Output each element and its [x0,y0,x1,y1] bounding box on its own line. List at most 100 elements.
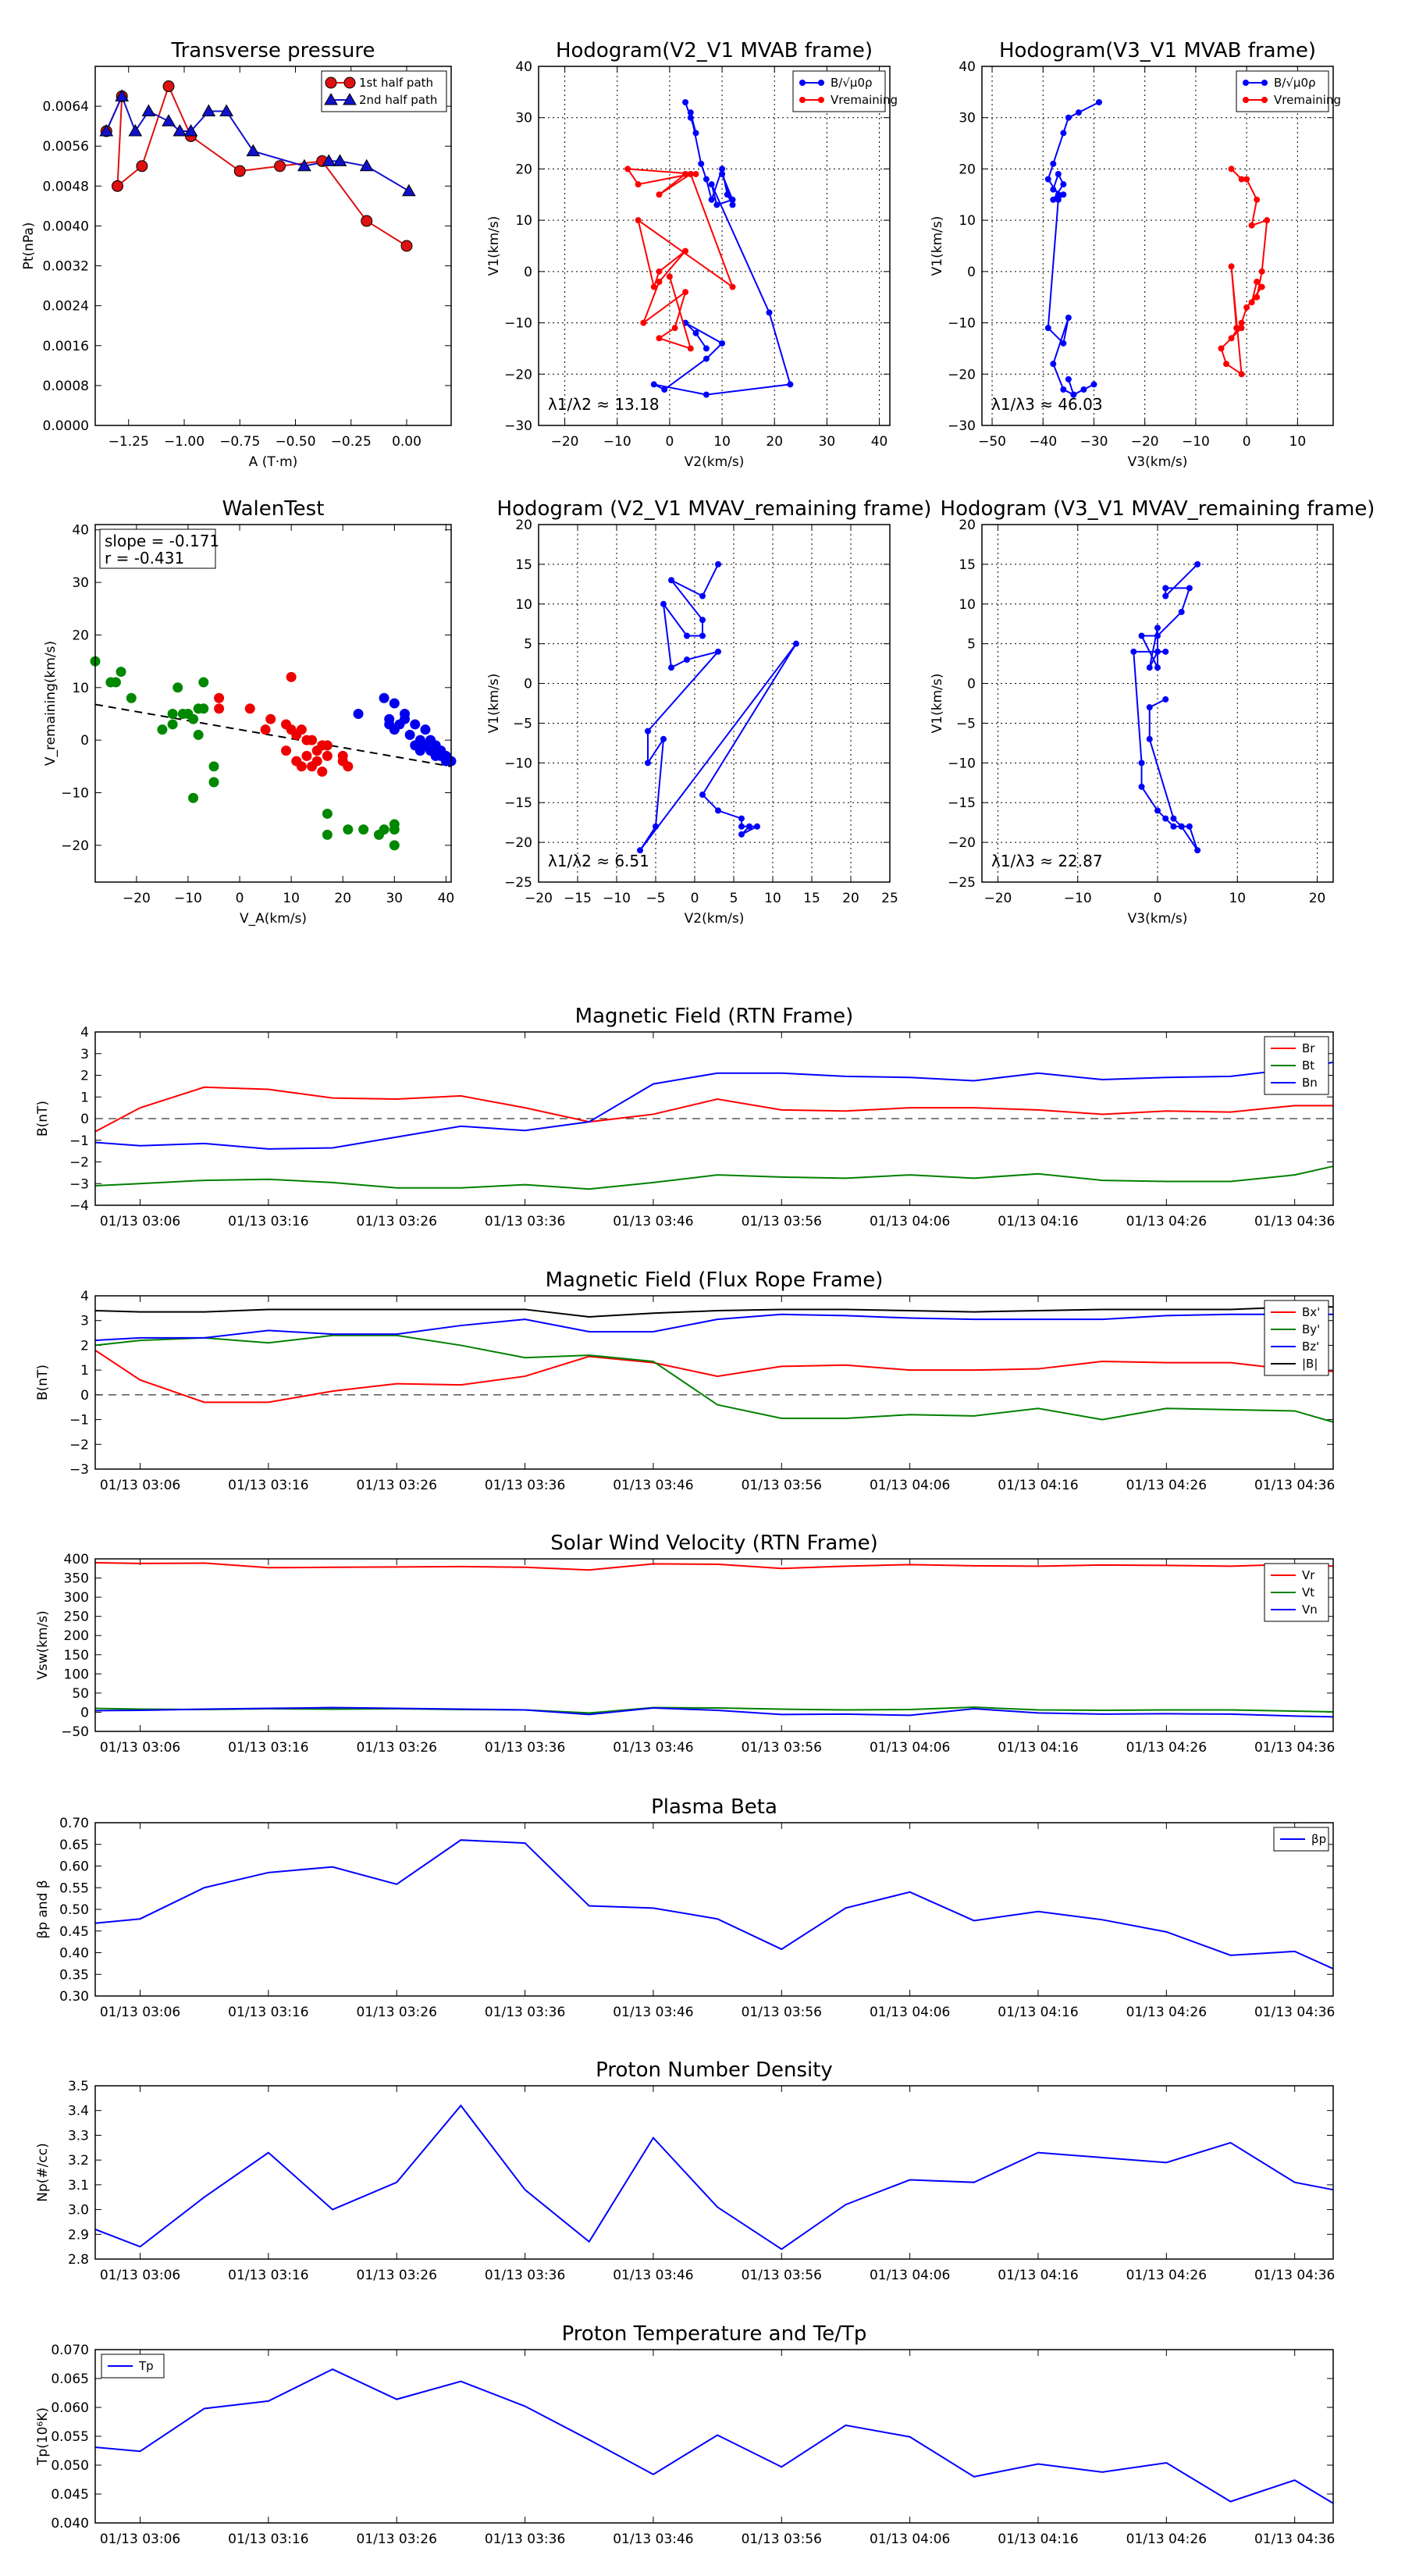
y-tick-label: 0.0008 [43,379,89,394]
data-point [666,273,673,280]
data-point [692,329,699,336]
x-tick-label: 20 [766,434,783,450]
y-tick-label: 0 [967,677,976,692]
x-tick-label: −10 [603,434,631,450]
data-point [1233,325,1240,332]
legend-label: 1st half path [359,76,433,90]
data-point [682,247,689,254]
y-tick-label: −20 [948,835,976,851]
data-point [702,176,710,183]
data-point [738,831,745,838]
x-tick-label: 01/13 03:06 [100,2268,180,2283]
y-tick-label: 30 [72,575,89,591]
y-tick-label: 0.0064 [43,99,89,115]
y-tick-label: 2.8 [68,2252,89,2268]
data-point [766,309,773,316]
data-point [1044,325,1051,332]
chart-title-proton-number-density: Proton Number Density [596,2058,833,2082]
plot-frame [981,66,1334,426]
x-tick-label: 01/13 04:06 [870,1740,950,1756]
data-point [193,729,204,740]
data-point [699,592,706,600]
data-point [244,703,255,714]
x-tick-label: 01/13 03:36 [485,2532,565,2547]
y-tick-label: 5 [524,637,532,653]
data-point [699,632,706,639]
data-point [1162,815,1169,822]
data-point [1065,375,1072,382]
plot-tpt: 01/13 03:06 01/13 03:16 01/13 03:26 01/13 0… [51,2343,1335,2547]
x-tick-label: 01/13 03:06 [100,2005,180,2020]
data-point [110,677,121,688]
x-tick-label: −20 [551,434,579,450]
legend-label: Bt [1302,1059,1314,1073]
data-point [311,756,322,767]
plot-tp: −1.25 −1.00 −0.75 −0.50 −0.25 0.00 0.0000 0.000… [43,66,452,450]
data-point [702,345,710,352]
data-point [682,289,689,296]
x-tick-label: 01/13 04:06 [870,2268,950,2283]
x-tick-label: 01/13 04:06 [870,2532,950,2547]
y-tick-label: 0 [80,733,89,749]
x-tick-label: 25 [881,891,898,906]
y-tick-label: 5 [967,637,976,653]
plot-frame [94,1031,1334,1206]
x-tick-label: 01/13 03:16 [228,2005,308,2020]
x-tick-label: 01/13 03:26 [357,1740,437,1756]
y-tick-label: 15 [959,557,976,573]
chart-title-magnetic-field-rtn: Magnetic Field (RTN Frame) [575,1005,854,1028]
y-tick-label: 0 [524,265,532,280]
data-point [1178,608,1185,615]
data-point [738,815,745,822]
legend-marker [818,97,824,103]
y-tick-label: 10 [515,213,532,229]
legend-marker [1243,80,1249,86]
x-tick-label: 10 [764,891,781,906]
legend-box [321,70,447,112]
legend-label: By' [1302,1322,1320,1336]
plot-frame [538,524,891,883]
x-tick-label: 20 [842,891,859,906]
data-point [684,656,690,664]
y-tick-label: −10 [504,316,532,332]
data-point [699,617,706,624]
plot-h13: −50 −40 −30 −20 −10 0 10 −30 −20 −10 0 10 20 30 40 B/√μ… [948,59,1341,450]
data-point [729,196,736,203]
data-point [699,792,706,799]
data-point [173,682,183,693]
x-tick-label: 10 [283,891,300,906]
series-line [94,1313,1333,1342]
x-tick-label: 20 [334,891,351,906]
x-tick-label: 01/13 04:36 [1254,1478,1335,1493]
data-point [322,829,333,840]
series-line [653,101,791,396]
y-tick-label: 40 [959,59,976,75]
y-tick-label: 3 [80,1047,89,1062]
data-point [1248,222,1255,229]
legend: B/√μ0ρ Vremaining [1236,70,1341,112]
y-tick-label: 0.0056 [43,139,89,155]
y-tick-label: −20 [504,835,532,851]
data-point [724,191,731,198]
data-point [167,719,178,730]
data-point [656,191,663,198]
data-point [1154,807,1161,814]
data-point [358,824,369,835]
x-tick-label: 01/13 03:56 [742,1478,822,1493]
y-tick-label: −10 [948,756,976,771]
data-point [692,171,699,177]
x-tick-label: 01/13 03:16 [228,1478,308,1493]
x-tick-label: 01/13 04:16 [998,1214,1078,1229]
data-point [246,144,261,157]
data-point [645,760,651,767]
y-axis-label: Pt(nPa) [21,222,37,270]
plot-frame [94,2085,1334,2260]
x-tick-label: 01/13 04:16 [998,1478,1078,1493]
y-tick-label: −15 [504,795,532,811]
legend-marker [818,80,824,86]
legend-label: B/√μ0ρ [1274,76,1316,90]
data-point [708,196,715,203]
data-point [1060,130,1067,137]
y-tick-label: −10 [61,786,89,802]
data-point [668,664,674,671]
